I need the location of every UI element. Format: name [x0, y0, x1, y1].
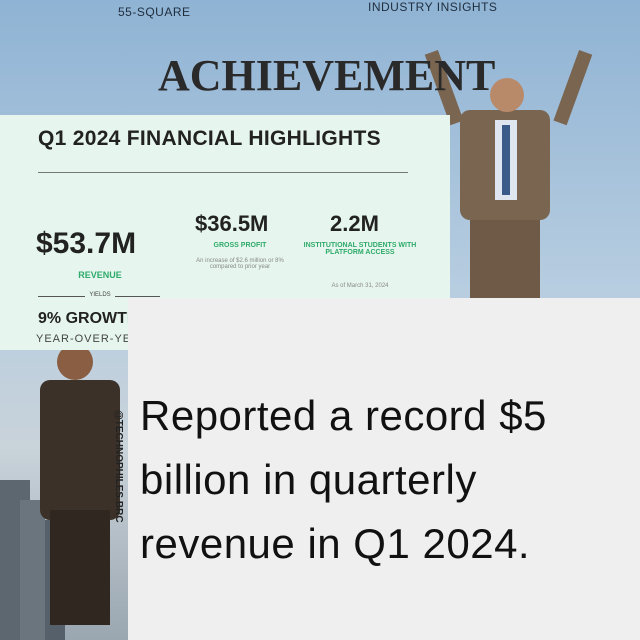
students-note: As of March 31, 2024 — [331, 283, 389, 289]
statement-box — [128, 298, 640, 640]
statement: Reported a record $5 billion in quarterl… — [140, 392, 547, 567]
divider — [38, 172, 408, 173]
cheering-man — [424, 50, 593, 300]
social-handle: @TECHNOPHILES.BRC — [113, 410, 124, 523]
students-value: 2.2M — [330, 211, 379, 236]
growth-value: 9% GROWTH — [38, 310, 139, 327]
gross-profit-value: $36.5M — [195, 211, 269, 236]
gross-profit-note: An increase of $2.6 million or 8% compar… — [196, 258, 284, 270]
section-label: INDUSTRY INSIGHTS — [368, 0, 498, 14]
yields-label: YIELDS — [85, 292, 115, 298]
gross-profit-label: GROSS PROFIT — [213, 242, 267, 249]
brand: 55-SQUARE — [118, 5, 191, 19]
revenue-label: REVENUE — [78, 270, 122, 280]
card-title: Q1 2024 FINANCIAL HIGHLIGHTS — [38, 127, 381, 150]
clapping-man — [40, 344, 120, 625]
building — [20, 500, 45, 640]
revenue-value: $53.7M — [36, 227, 137, 260]
growth-label: YEAR-OVER-YEAR — [36, 333, 149, 345]
students-label: INSTITUTIONAL STUDENTS WITH PLATFORM ACC… — [303, 242, 417, 256]
title: ACHIEVEMENT — [158, 51, 496, 100]
